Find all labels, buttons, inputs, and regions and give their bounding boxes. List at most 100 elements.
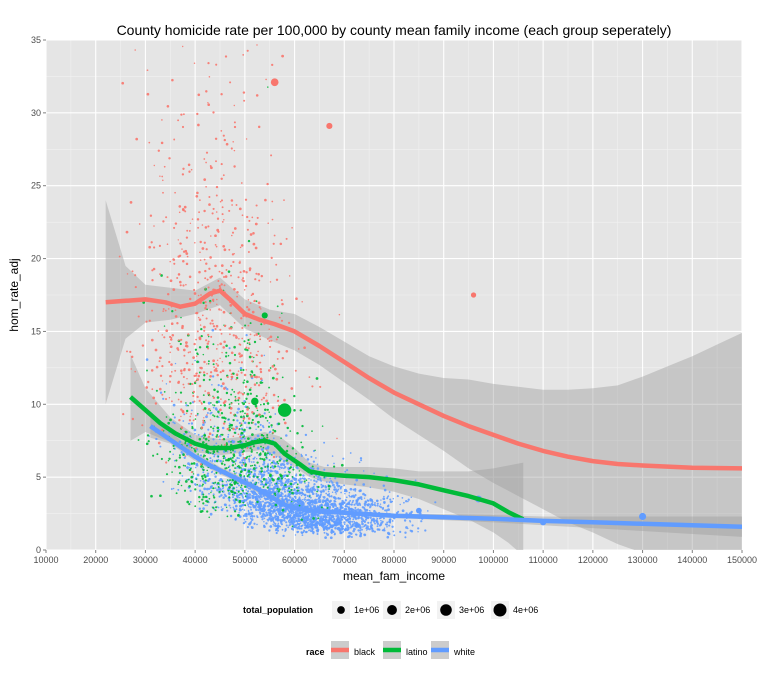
data-point-latino: [247, 338, 250, 342]
data-point-white: [364, 504, 366, 507]
data-point-white: [366, 527, 370, 530]
data-point-white: [262, 515, 265, 518]
y-tick-label: 35: [31, 35, 41, 45]
data-point-black: [118, 255, 121, 258]
data-point-white: [247, 511, 250, 513]
data-point-white: [238, 493, 241, 496]
data-point-white: [205, 415, 208, 419]
data-point-latino: [269, 466, 272, 469]
data-point-white: [197, 433, 200, 436]
data-point-white: [325, 492, 328, 495]
data-point-black: [237, 370, 240, 372]
data-point-latino: [194, 418, 197, 420]
data-point-black: [199, 240, 202, 244]
data-point-black: [170, 322, 174, 326]
data-point-black: [295, 297, 298, 300]
data-point-white: [403, 501, 405, 504]
data-point-white: [207, 428, 210, 431]
data-point-white: [249, 515, 252, 518]
data-point-white: [333, 533, 336, 536]
data-point-white: [348, 491, 351, 494]
data-point-white: [355, 533, 358, 536]
data-point-white: [268, 480, 271, 483]
data-point-white: [238, 452, 241, 455]
data-point-black: [251, 292, 255, 296]
data-point-white: [253, 515, 256, 518]
data-point-latino: [288, 490, 291, 493]
data-point-black: [199, 463, 203, 466]
data-point-latino: [234, 467, 236, 470]
data-point-white: [289, 500, 292, 502]
data-point-black: [233, 227, 237, 230]
data-point-black: [221, 382, 225, 385]
data-point-white: [288, 519, 290, 522]
data-point-latino: [244, 412, 246, 415]
data-point-black: [216, 298, 218, 301]
data-point-white: [325, 481, 328, 483]
data-point-white: [312, 460, 316, 463]
data-point-black: [265, 392, 268, 395]
data-point-white: [286, 462, 289, 465]
size-legend-dot: [387, 605, 397, 615]
data-point-black: [196, 395, 199, 399]
data-point-latino: [194, 348, 198, 351]
data-point-white: [290, 517, 294, 520]
data-point-black: [254, 278, 257, 281]
data-point-latino: [212, 414, 214, 416]
data-point-white: [309, 487, 312, 490]
data-point-black: [184, 249, 188, 253]
data-point-white: [401, 509, 405, 513]
data-point-latino: [159, 494, 162, 498]
data-point-white: [219, 478, 223, 481]
data-point-latino: [179, 342, 182, 346]
data-point-white: [218, 495, 221, 498]
data-point-white: [309, 522, 312, 526]
data-point-white: [282, 493, 284, 495]
data-point-latino: [253, 464, 256, 466]
data-point-white: [362, 470, 365, 472]
data-point-latino: [212, 395, 214, 398]
data-point-white: [350, 495, 354, 498]
data-point-black: [208, 203, 211, 206]
data-point-black-large: [326, 122, 333, 130]
data-point-white: [259, 473, 262, 475]
data-point-black: [243, 457, 246, 460]
data-point-white: [232, 499, 235, 502]
data-point-white: [277, 465, 280, 468]
data-point-white: [319, 519, 322, 522]
data-point-black: [209, 374, 212, 378]
data-point-white: [300, 528, 302, 530]
y-tick-label: 15: [31, 326, 41, 336]
data-point-white: [290, 463, 293, 466]
data-point-white: [371, 504, 374, 506]
size-legend-label: 2e+06: [405, 605, 430, 615]
data-point-latino: [237, 440, 240, 443]
data-point-latino: [250, 421, 254, 424]
data-point-latino: [285, 449, 289, 453]
data-point-white: [262, 460, 266, 464]
data-point-white: [211, 459, 214, 462]
data-point-white: [257, 499, 260, 502]
data-point-black: [219, 342, 223, 346]
data-point-white: [268, 504, 271, 507]
data-point-black: [193, 400, 196, 403]
data-point-white: [266, 481, 270, 485]
data-point-black: [241, 337, 244, 340]
data-point-white: [369, 505, 372, 508]
data-point-latino: [296, 486, 298, 489]
data-point-black: [200, 401, 202, 404]
data-point-white: [311, 492, 315, 496]
data-point-white: [278, 466, 281, 469]
data-point-black: [236, 291, 239, 294]
data-point-latino: [246, 380, 249, 383]
data-point-latino: [276, 305, 279, 308]
data-point-white: [347, 521, 350, 524]
data-point-latino: [259, 457, 262, 460]
data-point-white: [280, 491, 283, 494]
data-point-white: [319, 479, 322, 482]
data-point-black: [285, 349, 289, 353]
data-point-latino: [210, 426, 212, 428]
data-point-white: [263, 412, 266, 415]
data-point-white: [367, 516, 370, 519]
data-point-white: [208, 487, 211, 490]
